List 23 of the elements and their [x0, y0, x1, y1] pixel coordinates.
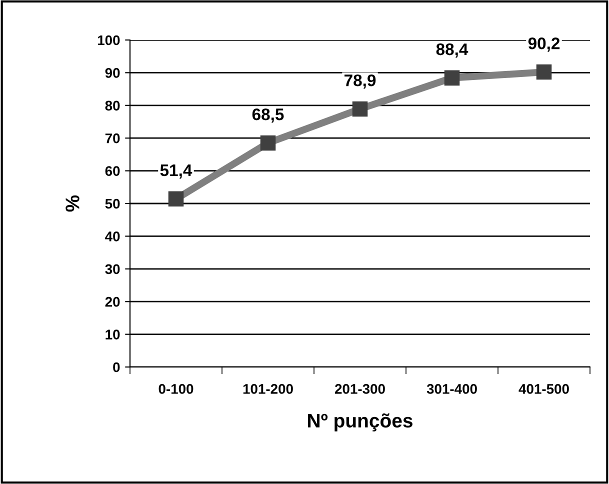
x-axis-title: Nº punções	[308, 413, 412, 432]
data-label: 68,5	[252, 108, 284, 123]
y-tick-label: 0	[113, 362, 120, 372]
data-label: 88,4	[436, 43, 468, 58]
data-label: 90,2	[528, 38, 560, 52]
data-label: 78,9	[344, 74, 376, 89]
y-tick-label: 70	[105, 133, 120, 144]
data-label: 51,4	[160, 164, 192, 179]
x-tick-label: 301-400	[426, 384, 477, 394]
y-tick-label: 30	[105, 264, 120, 274]
y-tick-label: 20	[105, 296, 120, 307]
y-tick-label: 10	[106, 330, 120, 340]
y-tick-label: 40	[105, 232, 120, 242]
x-tick-label: 101-200	[243, 384, 293, 394]
y-tick-label: 60	[105, 166, 120, 176]
y-tick-label: 50	[105, 198, 120, 209]
y-axis-title: %	[66, 195, 80, 212]
x-tick-label: 201-300	[335, 384, 385, 394]
y-tick-label: 90	[105, 68, 120, 78]
y-tick-label: 80	[105, 100, 120, 111]
x-tick-label: 401-500	[518, 384, 569, 394]
y-tick-label: 100	[98, 35, 120, 46]
x-tick-label: 0-100	[158, 384, 194, 394]
